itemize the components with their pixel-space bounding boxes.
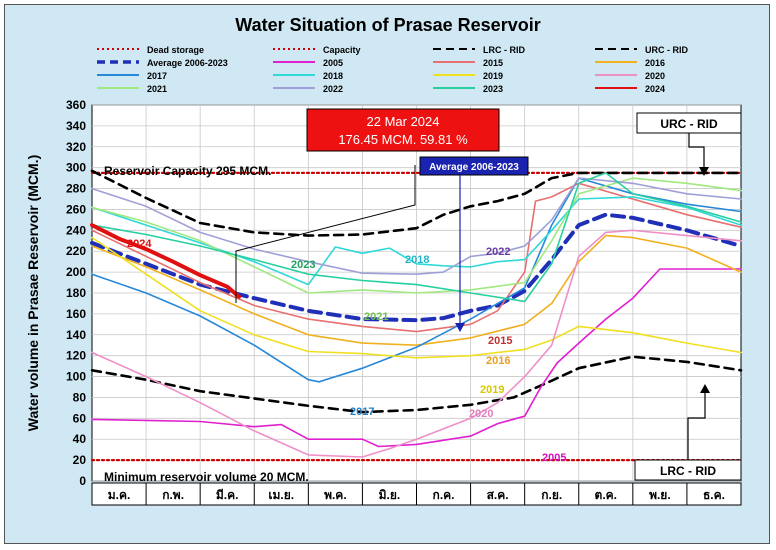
legend-label: Average 2006-2023 [147, 58, 228, 68]
y-tick-label: 340 [66, 119, 86, 133]
current-value-box [306, 108, 500, 152]
x-tick-label: ก.พ. [162, 488, 184, 502]
y-tick-label: 240 [66, 223, 86, 237]
annotation-label: 2019 [480, 384, 504, 396]
x-tick-label: ส.ค. [487, 488, 509, 502]
legend-label: 2016 [645, 58, 665, 68]
legend-label: URC - RID [645, 45, 688, 55]
legend-label: Capacity [323, 45, 361, 55]
series-line-2015 [91, 182, 742, 333]
y-tick-label: 0 [79, 474, 86, 488]
legend-label: 2015 [483, 58, 503, 68]
y-tick-label: 320 [66, 140, 86, 154]
legend-label: 2024 [645, 84, 665, 94]
average-callout-box [419, 156, 529, 176]
annotation-label: 2005 [542, 452, 566, 464]
x-tick-label: พ.ค. [324, 488, 347, 502]
series-line-2022 [91, 177, 742, 276]
x-tick-label: พ.ย. [649, 488, 671, 502]
y-tick-label: 80 [73, 390, 87, 404]
series-line-2023 [91, 172, 742, 303]
y-tick-label: 300 [66, 161, 86, 175]
series-line-2020 [91, 229, 742, 458]
annotation-label: 2021 [364, 311, 388, 323]
annotation-label: Reservoir Capacity 295 MCM. [104, 164, 271, 178]
y-tick-label: 20 [73, 453, 87, 467]
lrc-callout-arrow [700, 384, 710, 393]
y-tick-label: 100 [66, 370, 86, 384]
y-tick-label: 200 [66, 265, 86, 279]
current-date-text: 22 Mar 2024 [367, 114, 440, 129]
y-tick-label: 260 [66, 202, 86, 216]
legend-label: 2021 [147, 84, 167, 94]
y-axis-label: Water volume in Prasae Reservoir (MCM.) [25, 155, 41, 431]
annotation-label: 2023 [291, 259, 315, 271]
y-tick-label: 220 [66, 244, 86, 258]
y-tick-label: 120 [66, 349, 86, 363]
urc-callout-leader [688, 133, 705, 169]
series-line-2021 [91, 177, 742, 294]
annotation-label: 2018 [405, 254, 429, 266]
y-tick-label: 160 [66, 307, 86, 321]
y-tick-label: 280 [66, 182, 86, 196]
x-tick-label: มี.ค. [216, 488, 239, 502]
legend-label: 2019 [483, 71, 503, 81]
lrc-callout-text: LRC - RID [660, 464, 716, 478]
annotation-label: 2016 [486, 355, 510, 367]
legend: Dead storage Capacity LRC - RID URC - RID Av… [97, 45, 688, 94]
current-value-text: 176.45 MCM. 59.81 % [338, 132, 468, 147]
legend-label: Dead storage [147, 45, 204, 55]
average-callout-arrow [455, 323, 465, 332]
legend-label: LRC - RID [483, 45, 525, 55]
x-tick-label: ต.ค. [595, 488, 618, 502]
legend-label: 2005 [323, 58, 343, 68]
series-line-2017 [91, 177, 742, 383]
series-line-2005 [91, 268, 742, 448]
current-value-leader [235, 165, 416, 303]
annotation-label: 2020 [469, 408, 493, 420]
lrc-callout-leader [687, 391, 706, 460]
series-line-lrc-rid [90, 355, 743, 414]
x-tick-label: ธ.ค. [703, 488, 725, 502]
series-line-2024 [90, 223, 242, 299]
y-tick-label: 40 [73, 432, 87, 446]
legend-label: 2020 [645, 71, 665, 81]
urc-callout-text: URC - RID [660, 117, 718, 131]
y-tick-label: 60 [73, 411, 87, 425]
x-tick-label: ก.ค. [433, 488, 455, 502]
annotation-label: 2022 [486, 246, 510, 258]
series-line-2018 [91, 196, 742, 286]
annotation-label: 2015 [488, 335, 512, 347]
series-line-urc-rid [90, 169, 743, 237]
chart-svg: Water Situation of Prasae Reservoir 0 20 40… [25, 15, 743, 506]
legend-label: 2017 [147, 71, 167, 81]
urc-callout-arrow [699, 167, 709, 176]
series-group [90, 169, 743, 462]
y-tick-label: 180 [66, 286, 86, 300]
annotation-label: 2024 [127, 238, 152, 250]
legend-label: 2018 [323, 71, 343, 81]
chart-title: Water Situation of Prasae Reservoir [235, 15, 540, 35]
x-tick-label: มิ.ย. [379, 488, 401, 502]
annotation-label: 2017 [350, 406, 374, 418]
x-tick-label: ม.ค. [108, 488, 131, 502]
series-line-2019 [91, 236, 742, 359]
chart-frame: Water Situation of Prasae Reservoir 0 20 40… [4, 4, 770, 544]
x-tick-label: ก.ย. [541, 488, 562, 502]
x-tick-label: เม.ย. [268, 488, 294, 502]
average-callout-text: Average 2006-2023 [429, 162, 519, 173]
y-tick-label: 140 [66, 328, 86, 342]
series-line-2016 [91, 234, 742, 347]
y-tick-label: 360 [66, 98, 86, 112]
legend-label: 2023 [483, 84, 503, 94]
annotation-label: Minimum reservoir volume 20 MCM. [104, 470, 309, 484]
legend-label: 2022 [323, 84, 343, 94]
